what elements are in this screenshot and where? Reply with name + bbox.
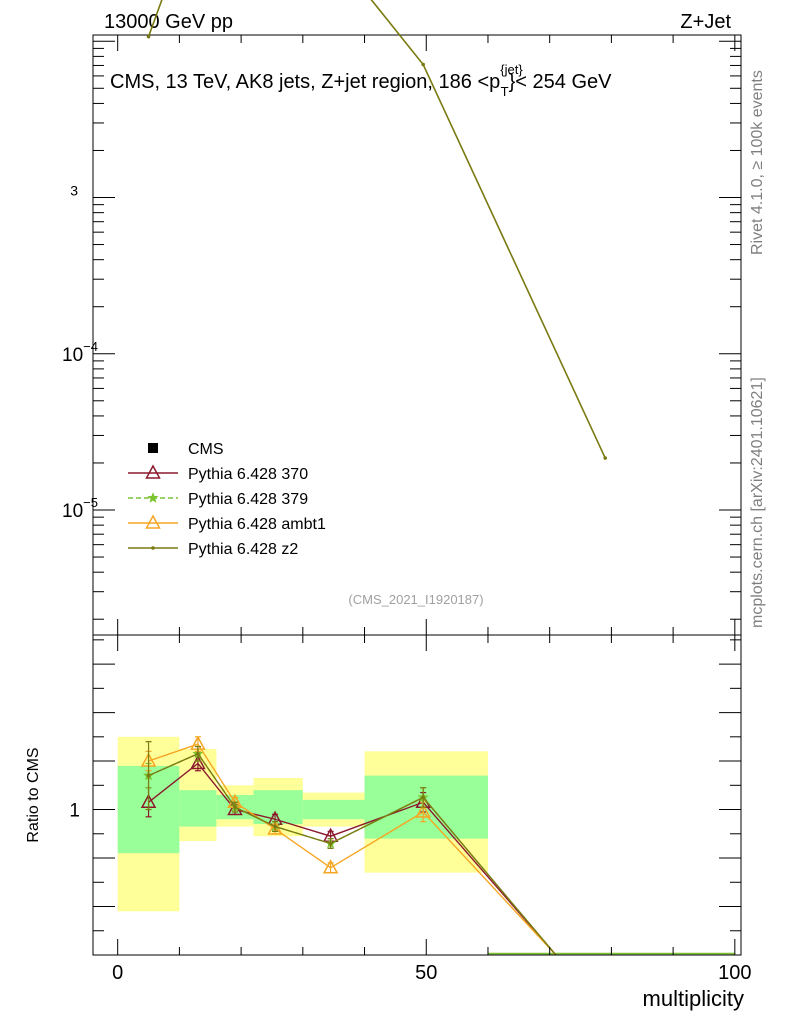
header-left-label: 13000 GeV pp — [104, 11, 233, 33]
legend-label: Pythia 6.428 z2 — [188, 541, 298, 558]
x-tick-label: 0 — [112, 962, 123, 984]
legend-marker — [145, 464, 161, 479]
ratio-panel: 1 0 50 100 Ratio to CMS — [25, 634, 752, 984]
ratio-marker — [146, 773, 151, 778]
watermark: (CMS_2021_I1920187) — [348, 592, 483, 607]
legend-item: Pythia 6.428 z2 — [128, 541, 298, 558]
ratio-marker — [233, 805, 237, 809]
ratio-marker — [273, 824, 277, 829]
main-panel: 3 10−4 10−5 CMS, 13 TeV, AK8 jets, Z+jet r… — [62, 0, 742, 636]
main-y-tick-label: 10−4 — [62, 339, 98, 366]
ratio-marker — [196, 751, 200, 756]
ratio-frame — [92, 634, 742, 956]
ratio-x-ticks: 0 50 100 — [112, 635, 752, 984]
ratio-series-pythia-6-428-z2 — [145, 741, 557, 956]
rivet-label: Rivet 4.1.0, ≥ 100k events — [749, 70, 766, 255]
ratio-band-green — [302, 799, 365, 820]
main-point-z2 — [146, 34, 151, 39]
legend: CMS Pythia 6.428 370 Pythia 6.428 379 Pythi… — [128, 441, 326, 558]
x-tick-label: 50 — [415, 962, 437, 984]
ratio-band-green — [179, 790, 217, 827]
legend-marker — [145, 514, 161, 529]
main-point-z2 — [421, 62, 425, 67]
ratio-marker — [421, 795, 425, 800]
main-y-ticks: 3 10−4 10−5 — [62, 40, 741, 620]
main-line-z2 — [147, 0, 606, 459]
main-point-z2 — [603, 456, 608, 460]
legend-label: Pythia 6.428 ambt1 — [188, 516, 326, 533]
ratio-y-ticks: 1 — [69, 639, 741, 932]
legend-item: Pythia 6.428 379 — [128, 491, 308, 508]
main-x-ticks — [117, 35, 736, 635]
ratio-y-tick-label: 1 — [69, 801, 80, 822]
legend-marker — [147, 492, 159, 503]
legend-item: CMS — [148, 441, 224, 458]
chart-title: CMS, 13 TeV, AK8 jets, Z+jet region, 186… — [110, 62, 612, 99]
ratio-marker — [328, 841, 333, 846]
x-axis-label: multiplicity — [643, 986, 744, 1011]
ratio-marker — [415, 803, 431, 818]
mcplots-label: mcplots.cern.ch [arXiv:2401.10621] — [749, 377, 766, 628]
main-y-tick-label: 10−5 — [62, 495, 98, 522]
ratio-bands — [117, 736, 488, 912]
main-series — [146, 0, 608, 460]
ratio-ylabel: Ratio to CMS — [25, 747, 42, 842]
legend-label: CMS — [188, 441, 224, 458]
header-right-label: Z+Jet — [680, 11, 731, 33]
legend-item: Pythia 6.428 ambt1 — [128, 514, 326, 533]
legend-label: Pythia 6.428 379 — [188, 491, 308, 508]
ratio-series — [140, 735, 735, 956]
ratio-marker — [190, 754, 206, 770]
main-y-tick-label: 3 — [70, 183, 78, 199]
legend-marker — [151, 546, 155, 550]
ratio-marker — [322, 859, 339, 874]
legend-marker — [148, 443, 158, 453]
x-tick-label: 100 — [718, 962, 751, 984]
legend-item: Pythia 6.428 370 — [128, 464, 308, 483]
legend-label: Pythia 6.428 370 — [188, 466, 308, 483]
